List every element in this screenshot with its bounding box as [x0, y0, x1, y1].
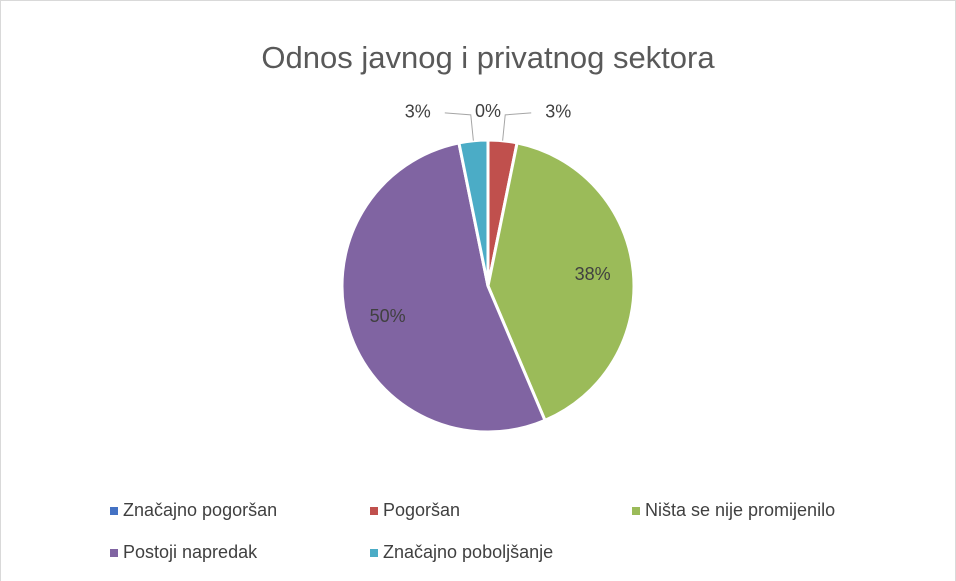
legend-swatch — [110, 549, 118, 557]
data-label: 50% — [370, 306, 406, 326]
data-label: 3% — [405, 102, 431, 122]
leader-line — [444, 112, 474, 141]
legend-label: Značajno pogoršan — [123, 500, 277, 520]
pie-slice — [457, 138, 490, 287]
data-label: 38% — [575, 264, 611, 284]
leader-line — [502, 112, 532, 141]
pie-slice — [340, 141, 547, 434]
legend-swatch — [370, 549, 378, 557]
legend-swatch — [110, 507, 118, 515]
pie-slice — [486, 141, 636, 423]
legend-label: Postoji napredak — [123, 542, 258, 562]
chart-title: Odnos javnog i privatnog sektora — [261, 40, 715, 75]
legend-label: Ništa se nije promijenilo — [645, 500, 835, 520]
data-label: 0% — [475, 101, 501, 121]
legend-label: Značajno poboljšanje — [383, 542, 553, 562]
data-label: 3% — [545, 102, 571, 122]
legend-swatch — [370, 507, 378, 515]
legend-swatch — [632, 507, 640, 515]
legend-label: Pogoršan — [383, 500, 460, 520]
